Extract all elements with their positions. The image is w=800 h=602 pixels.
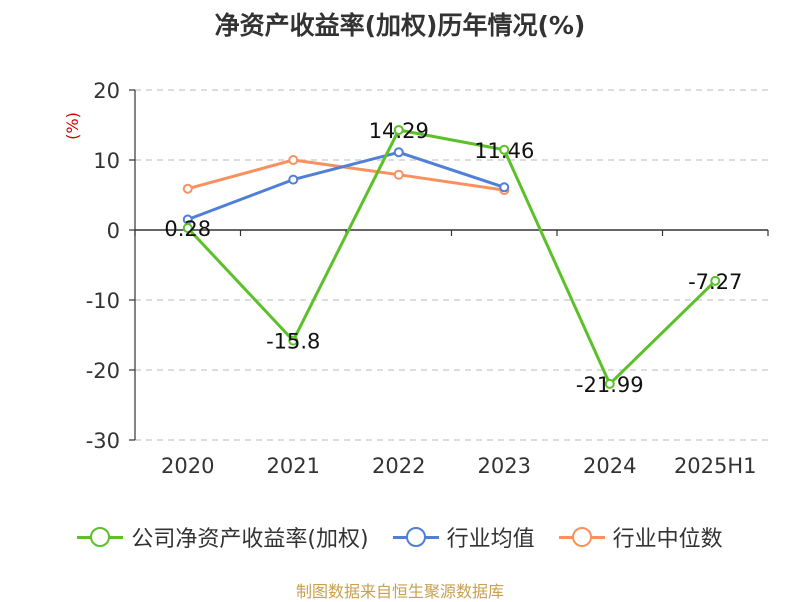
axes: 20 10 0 -10 -20 -30 (%) 2020 2021 2022 2023 2024 202… xyxy=(63,79,769,478)
data-point xyxy=(393,147,404,158)
legend-item[interactable]: 行业中位数 xyxy=(558,521,723,553)
data-point xyxy=(393,124,404,135)
data-point xyxy=(182,223,193,234)
data-label: -21.99 xyxy=(576,373,644,397)
data-labels: 0.28 -15.8 14.29 11.46 -21.99 -7.27 xyxy=(164,119,742,397)
legend-item[interactable]: 公司净资产收益率(加权) xyxy=(77,521,369,553)
x-tick-label: 2021 xyxy=(267,454,320,478)
x-tick-label: 2024 xyxy=(583,454,636,478)
y-tick-label: 0 xyxy=(107,219,120,243)
data-point xyxy=(288,335,299,346)
data-label: -15.8 xyxy=(266,330,320,354)
data-label: -7.27 xyxy=(688,270,742,294)
line-chart: 20 10 0 -10 -20 -30 (%) 2020 2021 2022 2023 2024 202… xyxy=(63,79,769,478)
series xyxy=(182,124,721,389)
source-note: 制图数据来自恒生聚源数据库 xyxy=(295,582,504,601)
data-label: 14.29 xyxy=(369,119,429,143)
legend-label: 行业均值 xyxy=(446,527,535,552)
data-point xyxy=(499,182,510,193)
legend-marker-icon xyxy=(77,527,124,547)
series-line xyxy=(186,128,717,386)
y-tick-label: -30 xyxy=(86,429,120,453)
x-tick-label: 2025H1 xyxy=(674,454,757,478)
y-tick-label: 10 xyxy=(93,149,120,173)
legend-marker-icon xyxy=(392,527,439,547)
data-point xyxy=(710,275,721,286)
legend: 公司净资产收益率(加权) 行业均值 行业中位数 xyxy=(0,520,800,554)
x-tick-label: 2023 xyxy=(478,454,531,478)
y-tick-label: 20 xyxy=(93,79,120,103)
data-point xyxy=(182,183,193,194)
legend-label: 行业中位数 xyxy=(612,527,723,552)
legend-item[interactable]: 行业均值 xyxy=(392,521,535,553)
y-tick-label: -20 xyxy=(86,359,120,383)
y-tick-label: -10 xyxy=(86,289,120,313)
x-tick-label: 2022 xyxy=(372,454,425,478)
chart-title: 净资产收益率(加权)历年情况(%) xyxy=(214,11,586,40)
data-label: 0.28 xyxy=(164,217,211,241)
data-point xyxy=(288,155,299,165)
gridlines xyxy=(135,89,768,441)
series-line xyxy=(187,150,505,221)
x-tick-label: 2020 xyxy=(161,454,214,478)
y-axis-label: (%) xyxy=(63,112,82,140)
data-point xyxy=(393,169,404,180)
data-point xyxy=(288,174,299,185)
data-point xyxy=(499,144,510,155)
data-point xyxy=(604,378,615,389)
data-label: 11.46 xyxy=(474,139,534,163)
legend-marker-icon xyxy=(558,527,605,547)
legend-label: 公司净资产收益率(加权) xyxy=(131,527,369,552)
